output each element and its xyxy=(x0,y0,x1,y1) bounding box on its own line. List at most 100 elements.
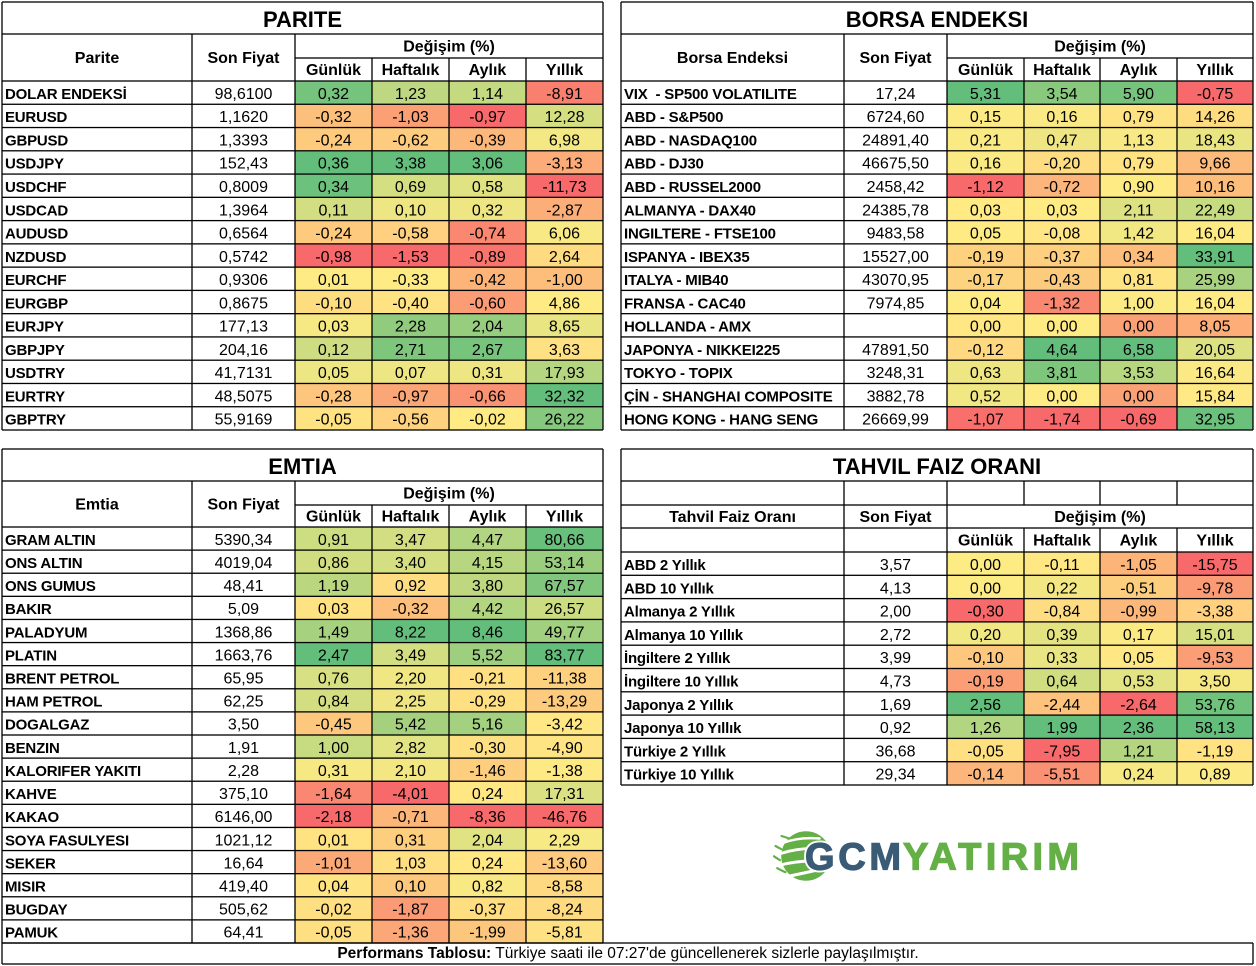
svg-text:0,47: 0,47 xyxy=(1046,132,1077,149)
svg-text:-0,74: -0,74 xyxy=(469,226,506,243)
svg-text:USDCAD: USDCAD xyxy=(5,202,68,219)
svg-text:Türkiye 2 Yıllık: Türkiye 2 Yıllık xyxy=(624,743,726,760)
svg-text:0,8675: 0,8675 xyxy=(219,295,268,312)
svg-text:-0,39: -0,39 xyxy=(469,132,506,149)
svg-text:-1,32: -1,32 xyxy=(1044,295,1081,312)
svg-text:-1,07: -1,07 xyxy=(967,412,1004,429)
svg-text:14,26: 14,26 xyxy=(1195,109,1235,126)
svg-text:Borsa Endeksi: Borsa Endeksi xyxy=(677,50,788,67)
svg-text:-0,02: -0,02 xyxy=(315,902,352,919)
svg-text:0,00: 0,00 xyxy=(1046,319,1077,336)
svg-text:-0,24: -0,24 xyxy=(315,132,352,149)
svg-text:4,73: 4,73 xyxy=(880,673,911,690)
svg-text:0,34: 0,34 xyxy=(318,179,349,196)
svg-text:0,07: 0,07 xyxy=(395,365,426,382)
svg-text:5390,34: 5390,34 xyxy=(215,532,273,549)
svg-text:2,20: 2,20 xyxy=(395,671,426,688)
svg-text:-0,19: -0,19 xyxy=(967,673,1004,690)
svg-text:PLATIN: PLATIN xyxy=(5,647,57,664)
svg-text:0,5742: 0,5742 xyxy=(219,249,268,266)
svg-text:3,06: 3,06 xyxy=(472,156,503,173)
svg-text:-0,99: -0,99 xyxy=(1120,604,1157,621)
svg-text:BENZIN: BENZIN xyxy=(5,740,60,757)
svg-text:Son Fiyat: Son Fiyat xyxy=(207,50,280,67)
svg-text:-0,72: -0,72 xyxy=(1044,179,1081,196)
svg-text:7974,85: 7974,85 xyxy=(867,295,925,312)
svg-text:6,98: 6,98 xyxy=(549,132,580,149)
svg-text:0,01: 0,01 xyxy=(318,272,349,289)
svg-text:0,91: 0,91 xyxy=(318,532,349,549)
svg-text:-1,99: -1,99 xyxy=(469,925,506,942)
svg-text:-1,00: -1,00 xyxy=(546,272,583,289)
svg-text:62,25: 62,25 xyxy=(223,694,263,711)
svg-text:-0,10: -0,10 xyxy=(315,295,352,312)
svg-text:3,50: 3,50 xyxy=(228,717,259,734)
svg-text:1,14: 1,14 xyxy=(472,86,503,103)
svg-text:0,03: 0,03 xyxy=(1046,202,1077,219)
svg-text:3,53: 3,53 xyxy=(1123,365,1154,382)
svg-text:-0,12: -0,12 xyxy=(967,342,1004,359)
svg-text:ITALYA - MIB40: ITALYA - MIB40 xyxy=(624,272,728,289)
svg-text:4,47: 4,47 xyxy=(472,532,503,549)
svg-text:3,63: 3,63 xyxy=(549,342,580,359)
svg-text:-0,05: -0,05 xyxy=(315,925,352,942)
svg-text:5,90: 5,90 xyxy=(1123,86,1154,103)
svg-text:10,16: 10,16 xyxy=(1195,179,1235,196)
svg-text:0,00: 0,00 xyxy=(970,580,1001,597)
svg-text:6724,60: 6724,60 xyxy=(867,109,925,126)
svg-text:505,62: 505,62 xyxy=(219,902,268,919)
svg-text:GCM: GCM xyxy=(805,837,901,879)
svg-text:24891,40: 24891,40 xyxy=(862,132,929,149)
svg-text:3,50: 3,50 xyxy=(1199,673,1230,690)
svg-text:4,15: 4,15 xyxy=(472,555,503,572)
svg-text:-0,32: -0,32 xyxy=(315,109,352,126)
svg-text:0,76: 0,76 xyxy=(318,671,349,688)
svg-text:0,05: 0,05 xyxy=(318,365,349,382)
svg-text:EURTRY: EURTRY xyxy=(5,388,65,405)
svg-text:-0,37: -0,37 xyxy=(1044,249,1081,266)
svg-text:-0,29: -0,29 xyxy=(469,694,506,711)
svg-text:47891,50: 47891,50 xyxy=(862,342,929,359)
svg-text:0,82: 0,82 xyxy=(472,879,503,896)
svg-text:-3,42: -3,42 xyxy=(546,717,583,734)
svg-text:3,81: 3,81 xyxy=(1046,365,1077,382)
svg-text:GBPTRY: GBPTRY xyxy=(5,412,66,429)
svg-text:0,64: 0,64 xyxy=(1046,673,1077,690)
svg-text:Günlük: Günlük xyxy=(306,62,361,79)
svg-text:0,31: 0,31 xyxy=(318,763,349,780)
svg-text:-1,36: -1,36 xyxy=(392,925,429,942)
svg-text:177,13: 177,13 xyxy=(219,319,268,336)
svg-text:0,32: 0,32 xyxy=(472,202,503,219)
svg-text:JAPONYA - NIKKEI225: JAPONYA - NIKKEI225 xyxy=(624,342,780,359)
svg-text:-15,75: -15,75 xyxy=(1192,557,1237,574)
svg-text:1,1620: 1,1620 xyxy=(219,109,268,126)
svg-text:BRENT PETROL: BRENT PETROL xyxy=(5,671,119,688)
svg-text:1,19: 1,19 xyxy=(318,578,349,595)
svg-text:USDJPY: USDJPY xyxy=(5,156,64,173)
svg-text:2,72: 2,72 xyxy=(880,627,911,644)
svg-text:83,77: 83,77 xyxy=(544,647,584,664)
svg-text:-0,89: -0,89 xyxy=(469,249,506,266)
svg-text:0,58: 0,58 xyxy=(472,179,503,196)
svg-text:KALORIFER YAKITI: KALORIFER YAKITI xyxy=(5,763,141,780)
svg-text:Aylık: Aylık xyxy=(1120,62,1158,79)
svg-text:8,22: 8,22 xyxy=(395,624,426,641)
svg-text:ABD - RUSSEL2000: ABD - RUSSEL2000 xyxy=(624,179,761,196)
svg-text:0,05: 0,05 xyxy=(970,226,1001,243)
svg-text:1,42: 1,42 xyxy=(1123,226,1154,243)
svg-text:204,16: 204,16 xyxy=(219,342,268,359)
svg-text:ABD 10 Yıllık: ABD 10 Yıllık xyxy=(624,580,715,597)
svg-text:ABD - DJ30: ABD - DJ30 xyxy=(624,156,704,173)
svg-text:NZDUSD: NZDUSD xyxy=(5,249,67,266)
svg-text:0,6564: 0,6564 xyxy=(219,226,268,243)
svg-text:1,03: 1,03 xyxy=(395,855,426,872)
svg-text:-0,69: -0,69 xyxy=(1120,412,1157,429)
svg-text:Haftalık: Haftalık xyxy=(382,509,440,526)
svg-text:0,33: 0,33 xyxy=(1046,650,1077,667)
svg-text:18,43: 18,43 xyxy=(1195,132,1235,149)
svg-text:GBPUSD: GBPUSD xyxy=(5,132,68,149)
svg-text:0,04: 0,04 xyxy=(970,295,1001,312)
svg-text:4,64: 4,64 xyxy=(1046,342,1077,359)
svg-text:-0,37: -0,37 xyxy=(469,902,506,919)
svg-text:6,06: 6,06 xyxy=(549,226,580,243)
